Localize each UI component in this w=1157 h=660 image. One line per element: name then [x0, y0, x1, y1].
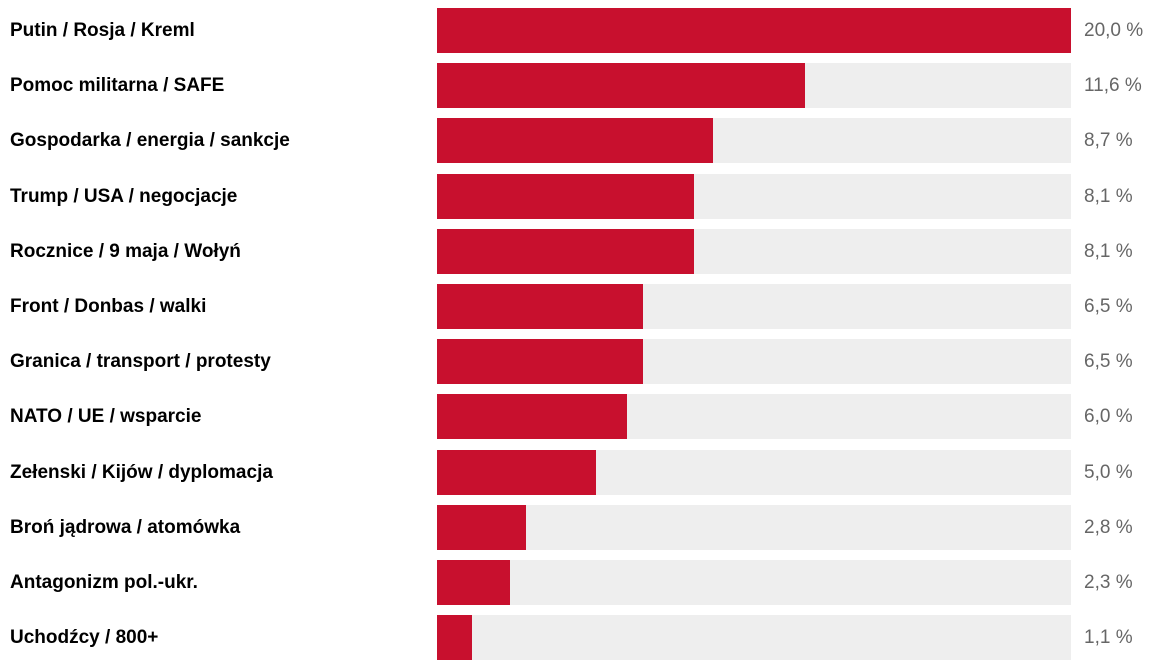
value-label: 1,1 % [1084, 615, 1133, 660]
bar-row: Rocznice / 9 maja / Wołyń 8,1 % [0, 229, 1157, 274]
value-label: 5,0 % [1084, 450, 1133, 495]
category-label: Putin / Rosja / Kreml [10, 8, 195, 53]
bar-track [437, 505, 1071, 550]
category-label: Broń jądrowa / atomówka [10, 505, 240, 550]
bar-row: NATO / UE / wsparcie 6,0 % [0, 394, 1157, 439]
bar-row: Gospodarka / energia / sankcje 8,7 % [0, 118, 1157, 163]
value-label: 6,5 % [1084, 284, 1133, 329]
bar [437, 8, 1071, 53]
bar [437, 560, 510, 605]
value-label: 2,8 % [1084, 505, 1133, 550]
value-label: 20,0 % [1084, 8, 1143, 53]
value-label: 11,6 % [1084, 63, 1142, 108]
category-label: Antagonizm pol.-ukr. [10, 560, 198, 605]
category-label: NATO / UE / wsparcie [10, 394, 201, 439]
bar [437, 450, 596, 495]
value-label: 6,0 % [1084, 394, 1133, 439]
bar-track [437, 63, 1071, 108]
bar-track [437, 118, 1071, 163]
bar [437, 229, 694, 274]
bar-track [437, 450, 1071, 495]
bar [437, 174, 694, 219]
bar-row: Granica / transport / protesty 6,5 % [0, 339, 1157, 384]
bar-row: Uchodźcy / 800+ 1,1 % [0, 615, 1157, 660]
bar [437, 339, 643, 384]
bar-row: Antagonizm pol.-ukr. 2,3 % [0, 560, 1157, 605]
bar-track [437, 8, 1071, 53]
value-label: 8,7 % [1084, 118, 1133, 163]
category-label: Rocznice / 9 maja / Wołyń [10, 229, 241, 274]
bar-row: Trump / USA / negocjacje 8,1 % [0, 174, 1157, 219]
bar-track [437, 229, 1071, 274]
value-label: 8,1 % [1084, 174, 1133, 219]
value-label: 2,3 % [1084, 560, 1133, 605]
bar-track [437, 615, 1071, 660]
category-label: Trump / USA / negocjacje [10, 174, 237, 219]
bar [437, 284, 643, 329]
bar-track [437, 560, 1071, 605]
value-label: 6,5 % [1084, 339, 1133, 384]
bar-track [437, 339, 1071, 384]
category-label: Uchodźcy / 800+ [10, 615, 158, 660]
bar [437, 394, 627, 439]
value-label: 8,1 % [1084, 229, 1133, 274]
bar [437, 505, 526, 550]
bar-row: Zełenski / Kijów / dyplomacja 5,0 % [0, 450, 1157, 495]
category-label: Gospodarka / energia / sankcje [10, 118, 290, 163]
category-label: Front / Donbas / walki [10, 284, 206, 329]
category-label: Zełenski / Kijów / dyplomacja [10, 450, 273, 495]
bar-track [437, 394, 1071, 439]
category-label: Granica / transport / protesty [10, 339, 271, 384]
bar-track [437, 174, 1071, 219]
category-label: Pomoc militarna / SAFE [10, 63, 224, 108]
bar [437, 615, 472, 660]
bar-row: Front / Donbas / walki 6,5 % [0, 284, 1157, 329]
bar-row: Pomoc militarna / SAFE 11,6 % [0, 63, 1157, 108]
bar-row: Broń jądrowa / atomówka 2,8 % [0, 505, 1157, 550]
bar-row: Putin / Rosja / Kreml 20,0 % [0, 8, 1157, 53]
bar-track [437, 284, 1071, 329]
bar [437, 63, 805, 108]
bar [437, 118, 713, 163]
